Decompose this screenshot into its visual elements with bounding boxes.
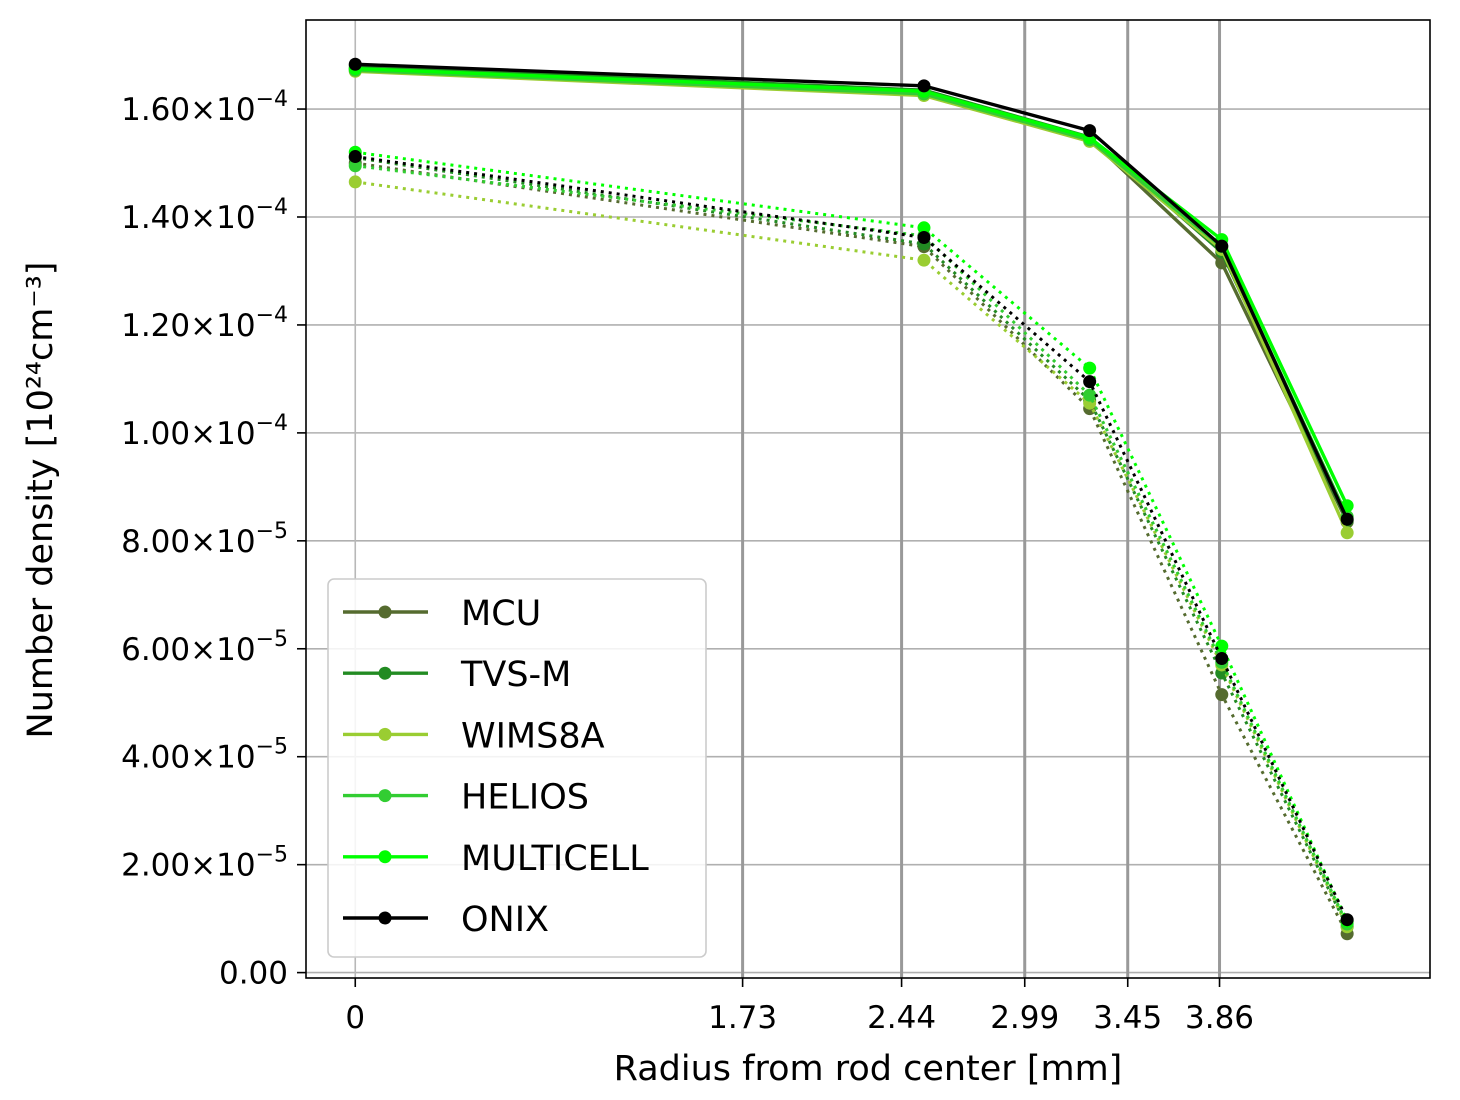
legend-marker-wims8a (378, 727, 392, 741)
legend-label-onix: ONIX (461, 900, 549, 940)
y-tick-exponent: −4 (256, 303, 288, 328)
y-tick-exponent: −5 (256, 519, 288, 544)
x-tick-label: 1.73 (708, 1000, 777, 1036)
y-axis-label: Number density [10²⁴cm⁻³] (21, 262, 61, 739)
y-tick-mantissa: 8.00×10 (121, 524, 255, 560)
x-tick-label: 0 (345, 1000, 365, 1036)
series-onix-solid-line-point (348, 57, 362, 71)
y-tick-exponent: −5 (256, 735, 288, 760)
y-tick-mantissa: 0.00 (219, 956, 288, 992)
series-helios-dotted-line-point (1083, 388, 1097, 402)
legend-label-multicell: MULTICELL (461, 839, 649, 879)
legend-label-wims8a: WIMS8A (461, 716, 605, 756)
series-multicell-dotted-line-point (1215, 639, 1229, 653)
legend-marker-tvs-m (378, 666, 392, 680)
y-tick-exponent: −5 (256, 843, 288, 868)
series-mcu-solid-line (355, 66, 1349, 523)
legend-marker-multicell (378, 850, 392, 864)
series-onix-dotted-line-point (1215, 651, 1229, 665)
y-axis-ticks: 0.002.00×10−54.00×10−56.00×10−58.00×10−5… (121, 87, 306, 992)
series-helios-dotted-line-point (348, 159, 362, 173)
series-wims8a-solid-line (355, 69, 1349, 534)
y-tick-label: 8.00×10−5 (121, 519, 288, 560)
series-wims8a-dotted-line-point (348, 175, 362, 189)
y-tick-label: 1.00×10−4 (121, 411, 288, 452)
series-multicell-dotted-line-point (917, 221, 931, 235)
y-tick-mantissa: 1.20×10 (121, 308, 255, 344)
grid-lines (306, 20, 1430, 978)
y-tick-label: 1.40×10−4 (121, 195, 288, 236)
series-mcu-dotted-line-point (1215, 688, 1229, 702)
series-multicell-solid-line (355, 66, 1349, 507)
x-tick-label: 3.86 (1185, 1000, 1254, 1036)
y-tick-exponent: −4 (256, 195, 288, 220)
series-onix-dotted-line-point (917, 231, 931, 245)
series-onix-solid-line (355, 62, 1349, 520)
series-onix-dotted-line-point (1340, 913, 1354, 927)
series-onix-solid-line-point (1083, 124, 1097, 138)
legend: MCU TVS-M WIMS8A HELIOS MULTICELL ONIX (327, 578, 707, 958)
series-tvs-m-dotted-line (355, 156, 1349, 928)
y-tick-exponent: −5 (256, 627, 288, 652)
y-tick-mantissa: 2.00×10 (121, 848, 255, 884)
legend-marker-helios (378, 789, 392, 803)
legend-label-tvs-m: TVS-M (460, 655, 571, 695)
series-helios-solid-line (355, 68, 1349, 518)
x-tick-label: 2.44 (867, 1000, 936, 1036)
series-wims8a-dotted-line-point (917, 253, 931, 267)
y-tick-exponent: −4 (256, 87, 288, 112)
series-onix-dotted-line-point (348, 150, 362, 164)
x-tick-label: 3.45 (1093, 1000, 1162, 1036)
y-tick-label: 2.00×10−5 (121, 843, 288, 884)
legend-label-mcu: MCU (461, 594, 541, 634)
series-wims8a-solid-line-point (1340, 526, 1354, 540)
series-onix-solid-line-point (1340, 512, 1354, 526)
series-onix-solid-line-point (917, 79, 931, 93)
y-tick-mantissa: 1.60×10 (121, 92, 255, 128)
y-tick-label: 1.20×10−4 (121, 303, 288, 344)
y-tick-label: 6.00×10−5 (121, 627, 288, 668)
legend-marker-onix (378, 911, 392, 925)
plot-series (348, 57, 1354, 941)
y-tick-mantissa: 4.00×10 (121, 740, 255, 776)
x-tick-label: 2.99 (990, 1000, 1059, 1036)
legend-label-helios: HELIOS (461, 778, 589, 818)
y-tick-exponent: −4 (256, 411, 288, 436)
series-multicell-dotted-line-point (1083, 361, 1097, 375)
plot-frame (305, 19, 1431, 979)
series-onix-solid-line-point (1215, 239, 1229, 253)
y-tick-mantissa: 6.00×10 (121, 632, 255, 668)
y-tick-label: 4.00×10−5 (121, 735, 288, 776)
y-tick-mantissa: 1.00×10 (121, 416, 255, 452)
legend-marker-mcu (378, 605, 392, 619)
y-tick-label: 1.60×10−4 (121, 87, 288, 128)
y-tick-mantissa: 1.40×10 (121, 200, 255, 236)
x-axis-ticks: 0 1.73 2.44 2.99 3.45 3.86 (345, 978, 1254, 1036)
y-tick-label: 0.00 (219, 956, 288, 992)
series-tvs-m-solid-line (355, 64, 1349, 522)
x-axis-label: Radius from rod center [mm] (614, 1049, 1123, 1089)
series-onix-dotted-line-point (1083, 375, 1097, 389)
